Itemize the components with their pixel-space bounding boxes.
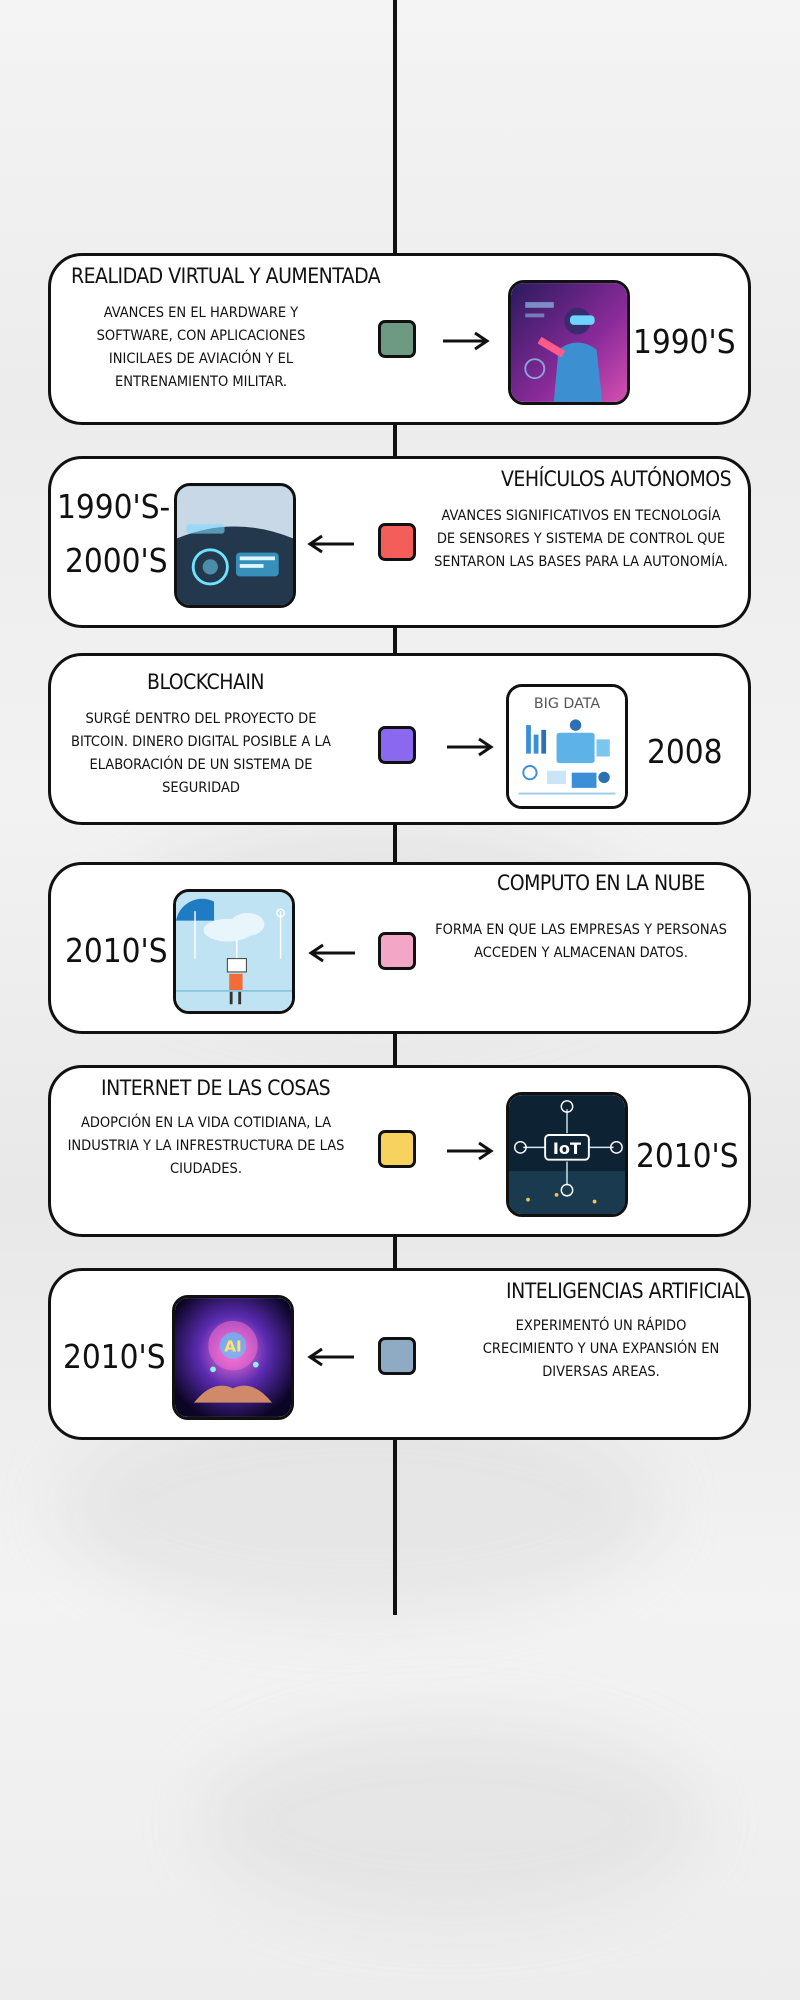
event-description: SURGÉ DENTRO DEL PROYECTO DE BITCOIN. DI… — [71, 711, 331, 796]
event-description: AVANCES EN EL HARDWARE Y SOFTWARE, CON A… — [96, 305, 306, 390]
timeline-card-autonomous: VEHÍCULOS AUTÓNOMOS AVANCES SIGNIFICATIV… — [48, 456, 751, 628]
big-data-label: BIG DATA — [534, 696, 601, 712]
event-title: BLOCKCHAIN — [147, 670, 265, 694]
timeline-marker — [378, 1337, 416, 1375]
event-description: FORMA EN QUE LAS EMPRESAS Y PERSONAS ACC… — [435, 922, 727, 961]
timeline-card-blockchain: BLOCKCHAIN SURGÉ DENTRO DEL PROYECTO DE … — [48, 653, 751, 825]
timeline-marker — [378, 1130, 416, 1168]
iot-icon: IoT — [506, 1092, 628, 1217]
event-year: 2010'S — [636, 1136, 739, 1175]
event-year: 2010'S — [63, 1337, 166, 1376]
car-dashboard-icon — [174, 483, 296, 608]
cloud-computing-icon — [173, 889, 295, 1014]
event-title: INTERNET DE LAS COSAS — [101, 1076, 331, 1100]
timeline-card-ai: INTELIGENCIAS ARTIFICIAL EXPERIMENTÓ UN … — [48, 1268, 751, 1440]
timeline-marker — [378, 726, 416, 764]
event-title: INTELIGENCIAS ARTIFICIAL — [506, 1279, 744, 1303]
arrow-left-icon — [307, 534, 354, 554]
event-year: 1990'S — [633, 322, 736, 361]
ai-label: AI — [224, 1337, 241, 1355]
arrow-right-icon — [447, 1141, 494, 1161]
iot-label: IoT — [553, 1139, 581, 1158]
timeline-card-vr: REALIDAD VIRTUAL Y AUMENTADA AVANCES EN … — [48, 253, 751, 425]
big-data-icon: BIG DATA — [506, 684, 628, 809]
event-title: VEHÍCULOS AUTÓNOMOS — [501, 467, 732, 491]
event-title: REALIDAD VIRTUAL Y AUMENTADA — [71, 264, 381, 288]
ai-hands-icon: AI — [172, 1295, 294, 1420]
event-description: ADOPCIÓN EN LA VIDA COTIDIANA, LA INDUST… — [67, 1115, 345, 1177]
timeline-marker — [378, 320, 416, 358]
arrow-left-icon — [308, 943, 355, 963]
event-title: COMPUTO EN LA NUBE — [497, 871, 705, 895]
arrow-right-icon — [447, 737, 494, 757]
event-description: EXPERIMENTÓ UN RÁPIDO CRECIMIENTO Y UNA … — [482, 1318, 720, 1380]
timeline-card-iot: INTERNET DE LAS COSAS ADOPCIÓN EN LA VID… — [48, 1065, 751, 1237]
timeline-marker — [378, 523, 416, 561]
arrow-left-icon — [307, 1347, 354, 1367]
timeline-card-cloud: COMPUTO EN LA NUBE FORMA EN QUE LAS EMPR… — [48, 862, 751, 1034]
event-year: 2008 — [647, 732, 723, 771]
timeline-marker — [378, 932, 416, 970]
event-description: AVANCES SIGNIFICATIVOS EN TECNOLOGÍA DE … — [434, 508, 728, 570]
event-year-end: 2000'S — [65, 541, 168, 580]
event-year-start: 1990'S- — [57, 487, 171, 526]
arrow-right-icon — [443, 331, 490, 351]
event-year: 2010'S — [65, 931, 168, 970]
vr-headset-icon — [508, 280, 630, 405]
